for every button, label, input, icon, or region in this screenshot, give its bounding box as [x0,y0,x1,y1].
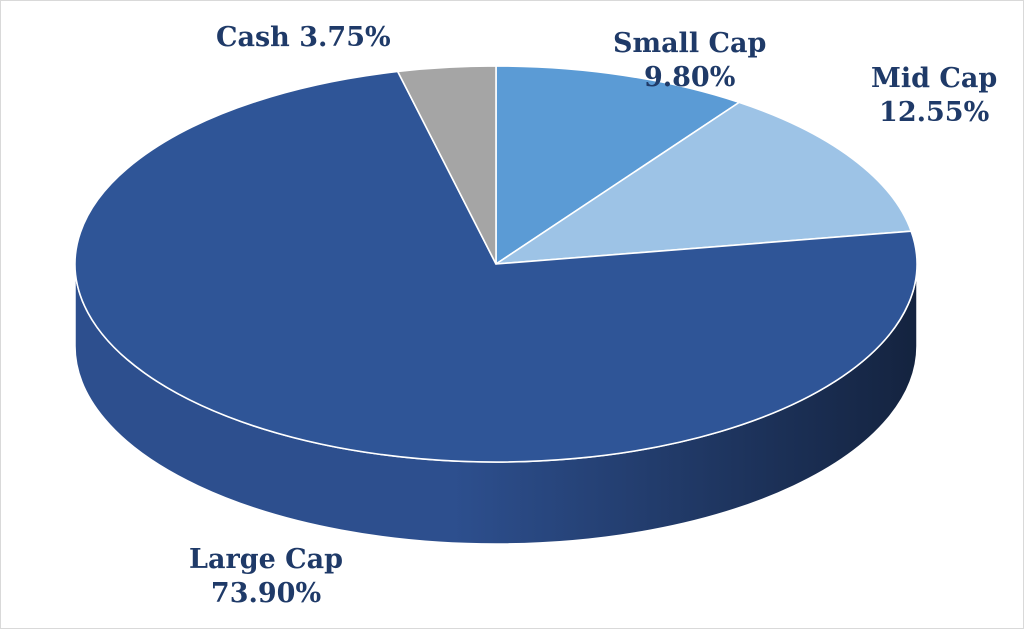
label-mid-cap-value: 12.55% [879,97,990,128]
slice-label-small-cap: Small Cap 9.80% [613,27,766,95]
pie-slices [74,65,918,463]
label-cash-text: Cash 3.75% [216,22,391,53]
slice-label-cash: Cash 3.75% [216,21,391,55]
label-mid-cap-name: Mid Cap [871,63,998,94]
pie-slice-mid-cap [495,101,912,265]
label-small-cap-value: 9.80% [643,62,736,93]
pie-slice-small-cap [495,65,740,265]
slice-label-large-cap: Large Cap 73.90% [189,543,343,611]
label-large-cap-value: 73.90% [210,578,322,609]
pie-slice-cash [396,65,497,265]
pie-slice-large-cap [74,70,918,463]
slice-label-mid-cap: Mid Cap 12.55% [871,62,997,130]
label-large-cap-name: Large Cap [189,544,344,575]
label-small-cap-name: Small Cap [613,28,767,59]
